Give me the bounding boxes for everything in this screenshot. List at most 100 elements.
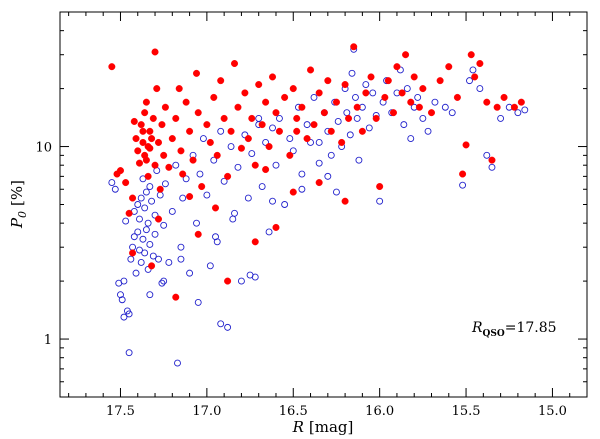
- open-data-point: [206, 262, 214, 270]
- open-data-point: [269, 197, 276, 205]
- filled-data-point: [483, 98, 491, 106]
- filled-data-point: [310, 121, 318, 129]
- filled-data-point: [324, 77, 332, 85]
- open-data-point: [127, 255, 135, 263]
- filled-data-point: [350, 43, 358, 51]
- open-data-point: [272, 161, 280, 169]
- filled-data-point: [381, 93, 389, 101]
- open-data-point: [136, 246, 143, 254]
- filled-data-point: [269, 73, 277, 81]
- open-data-point: [111, 185, 119, 193]
- filled-data-point: [129, 249, 137, 257]
- filled-data-point: [129, 194, 137, 202]
- filled-data-point: [148, 262, 156, 270]
- open-data-point: [324, 172, 332, 180]
- open-data-point: [122, 217, 130, 225]
- filled-data-point: [281, 93, 289, 101]
- x-tick-label: 17.0: [192, 404, 221, 419]
- filled-data-point: [419, 85, 427, 93]
- open-data-point: [120, 277, 128, 285]
- filled-data-point: [467, 51, 475, 59]
- open-data-point: [346, 131, 354, 139]
- open-data-point: [141, 249, 149, 257]
- filled-data-point: [142, 156, 150, 164]
- filled-data-point: [251, 161, 259, 169]
- filled-data-point: [500, 93, 508, 101]
- filled-data-point: [332, 98, 340, 106]
- open-data-point: [334, 118, 342, 125]
- filled-data-point: [137, 121, 145, 129]
- open-data-point: [160, 277, 168, 285]
- y-tick-label: 10: [35, 141, 52, 156]
- filled-data-point: [320, 109, 328, 117]
- open-data-point: [348, 69, 356, 77]
- open-data-point: [352, 93, 359, 101]
- filled-data-point: [453, 93, 461, 101]
- filled-data-point: [231, 60, 239, 68]
- open-data-point: [118, 296, 126, 304]
- open-data-point: [196, 170, 204, 178]
- filled-data-point: [362, 89, 370, 97]
- x-tick-label: 17.5: [106, 404, 135, 419]
- open-data-point: [161, 180, 169, 188]
- filled-data-point: [384, 77, 392, 85]
- open-data-point: [521, 106, 529, 114]
- axis-ticks: [60, 11, 588, 398]
- open-data-point: [146, 183, 154, 190]
- filled-data-point: [175, 85, 183, 93]
- open-data-point: [137, 194, 145, 202]
- open-data-point: [108, 179, 116, 187]
- filled-data-point: [161, 103, 169, 111]
- filled-data-point: [177, 147, 185, 155]
- filled-data-point: [122, 179, 130, 187]
- open-data-point: [151, 211, 159, 219]
- filled-data-point: [160, 151, 168, 159]
- filled-data-point: [198, 183, 206, 191]
- filled-data-point: [376, 183, 384, 191]
- filled-data-point: [248, 114, 256, 122]
- open-data-point: [258, 183, 266, 190]
- filled-data-point: [462, 141, 470, 149]
- open-data-point: [158, 279, 166, 287]
- filled-data-point: [206, 138, 214, 146]
- open-data-point: [149, 252, 157, 260]
- filled-data-point: [293, 114, 301, 122]
- open-data-point: [234, 163, 242, 171]
- filled-data-point: [341, 81, 349, 89]
- open-data-point: [155, 255, 162, 263]
- filled-data-point: [510, 103, 518, 111]
- open-data-point: [199, 135, 207, 143]
- filled-data-point: [372, 114, 380, 122]
- open-data-point: [246, 271, 254, 279]
- open-data-point: [265, 228, 273, 236]
- open-data-point: [262, 139, 270, 146]
- open-data-point: [172, 161, 180, 169]
- open-data-point: [275, 114, 283, 122]
- open-data-point: [289, 147, 297, 155]
- open-data-point: [136, 215, 143, 223]
- open-data-point: [194, 298, 202, 306]
- filled-data-point: [151, 161, 159, 169]
- rqso-annotation: RQSO=17.85: [471, 320, 557, 339]
- filled-data-point: [358, 127, 366, 135]
- filled-data-point: [139, 127, 147, 135]
- open-data-point: [343, 109, 351, 117]
- filled-data-point: [345, 114, 353, 122]
- open-data-point: [125, 349, 133, 357]
- open-data-point: [407, 135, 415, 143]
- x-tick-label: 15.0: [538, 404, 567, 419]
- y-axis-label: P0[%]: [8, 180, 29, 229]
- open-data-point: [483, 151, 491, 159]
- filled-data-point: [227, 127, 235, 135]
- filled-data-point: [179, 170, 187, 178]
- y-tick-labels: 1 10: [35, 141, 52, 349]
- filled-data-point: [493, 103, 501, 111]
- open-data-point: [488, 163, 496, 171]
- open-data-point: [139, 235, 147, 243]
- open-data-point: [148, 197, 156, 205]
- filled-data-point: [315, 179, 323, 187]
- open-data-point: [130, 233, 138, 241]
- open-data-point: [514, 109, 522, 117]
- filled-data-point: [398, 89, 406, 97]
- open-data-point: [227, 143, 235, 151]
